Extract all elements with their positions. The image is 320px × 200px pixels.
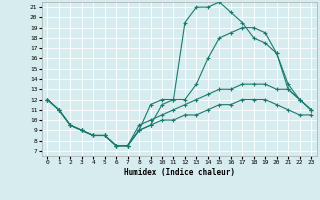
X-axis label: Humidex (Indice chaleur): Humidex (Indice chaleur) <box>124 168 235 177</box>
